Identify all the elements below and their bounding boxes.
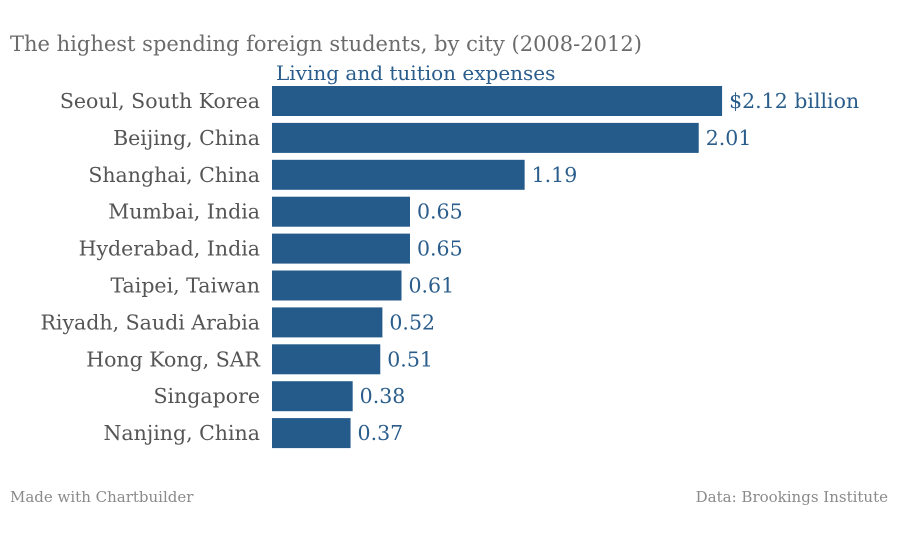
category-label-hyderabad-india: Hyderabad, India: [79, 237, 260, 261]
value-label-singapore: 0.38: [360, 384, 406, 408]
chart-subtitle: Living and tuition expenses: [276, 61, 555, 85]
bars-group: Seoul, South Korea $2.12 billion Beijing, …: [40, 86, 859, 449]
value-label-hong-kong-sar: 0.51: [387, 347, 433, 371]
value-label-mumbai-india: 0.65: [417, 200, 463, 224]
chart-title: The highest spending foreign students, b…: [10, 32, 642, 56]
category-label-seoul-south-korea: Seoul, South Korea: [60, 89, 260, 113]
bar-nanjing-china: [272, 418, 351, 449]
bar-singapore: [272, 381, 353, 412]
bar-riyadh-saudi-arabia: [272, 307, 383, 338]
footer-source: Data: Brookings Institute: [696, 488, 888, 506]
bar-taipei-taiwan: [272, 270, 402, 301]
footer-credit: Made with Chartbuilder: [10, 488, 194, 506]
category-label-beijing-china: Beijing, China: [113, 126, 260, 150]
value-label-riyadh-saudi-arabia: 0.52: [389, 310, 435, 334]
bar-beijing-china: [272, 122, 699, 153]
value-label-beijing-china: 2.01: [706, 126, 752, 150]
value-label-nanjing-china: 0.37: [358, 421, 404, 445]
value-label-taipei-taiwan: 0.61: [409, 274, 455, 298]
value-label-hyderabad-india: 0.65: [417, 237, 463, 261]
value-label-shanghai-china: 1.19: [532, 163, 578, 187]
bar-hyderabad-india: [272, 233, 410, 264]
bar-mumbai-india: [272, 196, 410, 227]
bar-hong-kong-sar: [272, 344, 381, 375]
category-label-taipei-taiwan: Taipei, Taiwan: [110, 274, 260, 298]
value-label-seoul-south-korea: $2.12 billion: [729, 89, 859, 113]
bar-shanghai-china: [272, 159, 525, 190]
category-label-singapore: Singapore: [153, 384, 260, 408]
category-label-hong-kong-sar: Hong Kong, SAR: [86, 347, 260, 371]
category-label-nanjing-china: Nanjing, China: [103, 421, 260, 445]
bar-seoul-south-korea: [272, 86, 723, 116]
category-label-shanghai-china: Shanghai, China: [88, 163, 260, 187]
category-label-riyadh-saudi-arabia: Riyadh, Saudi Arabia: [40, 310, 260, 334]
category-label-mumbai-india: Mumbai, India: [108, 200, 260, 224]
